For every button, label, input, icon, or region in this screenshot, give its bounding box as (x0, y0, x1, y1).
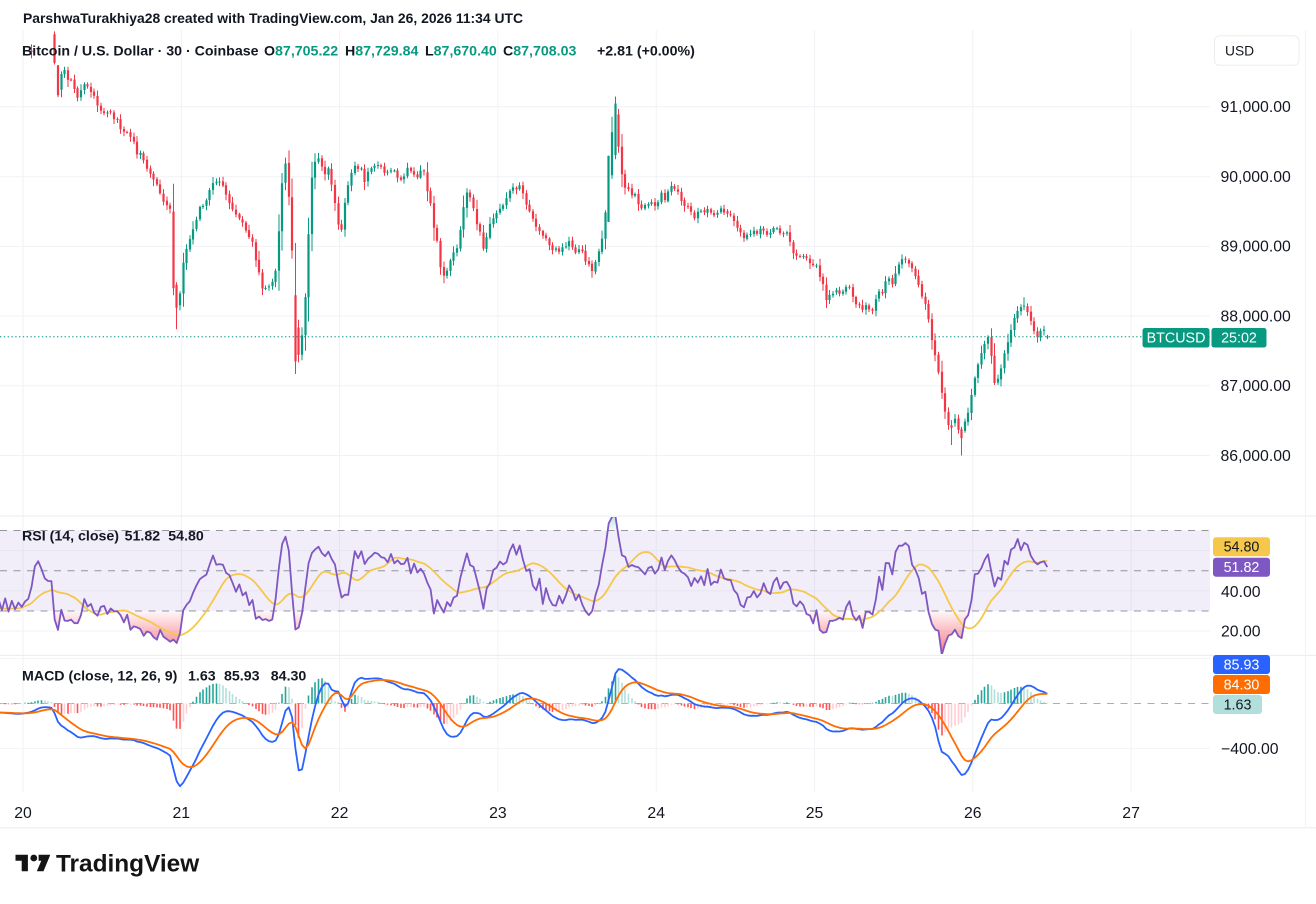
svg-text:27: 27 (1122, 805, 1140, 822)
svg-text:TradingView: TradingView (56, 850, 200, 877)
svg-text:1.63: 1.63 (1224, 697, 1252, 713)
svg-text:20.00: 20.00 (1221, 623, 1261, 640)
svg-text:O87,705.22: O87,705.22 (264, 44, 338, 60)
svg-text:84.30: 84.30 (1224, 677, 1260, 693)
svg-text:ParshwaTurakhiya28 created wit: ParshwaTurakhiya28 created with TradingV… (23, 10, 523, 26)
svg-text:25: 25 (806, 805, 824, 822)
svg-text:90,000.00: 90,000.00 (1221, 169, 1291, 186)
svg-text:+2.81 (+0.00%): +2.81 (+0.00%) (597, 44, 695, 60)
svg-text:26: 26 (964, 805, 982, 822)
svg-text:91,000.00: 91,000.00 (1221, 99, 1291, 116)
svg-text:51.82: 51.82 (1224, 560, 1260, 576)
svg-text:25:02: 25:02 (1221, 331, 1257, 347)
svg-text:85.93: 85.93 (224, 669, 260, 685)
svg-text:−400.00: −400.00 (1221, 741, 1279, 758)
svg-text:40.00: 40.00 (1221, 584, 1261, 601)
svg-text:87,000.00: 87,000.00 (1221, 378, 1291, 395)
svg-text:84.30: 84.30 (271, 669, 307, 685)
svg-text:85.93: 85.93 (1224, 657, 1260, 673)
svg-text:H87,729.84: H87,729.84 (345, 44, 418, 60)
svg-text:22: 22 (331, 805, 349, 822)
svg-text:89,000.00: 89,000.00 (1221, 239, 1291, 256)
svg-text:Bitcoin / U.S. Dollar · 30 · C: Bitcoin / U.S. Dollar · 30 · Coinbase (22, 44, 259, 60)
svg-text:20: 20 (14, 805, 32, 822)
svg-text:L87,670.40: L87,670.40 (425, 44, 497, 60)
svg-text:BTCUSD: BTCUSD (1147, 331, 1206, 347)
svg-text:24: 24 (647, 805, 665, 822)
svg-text:RSI (14, close): RSI (14, close) (22, 529, 119, 545)
svg-text:54.80: 54.80 (168, 529, 204, 545)
svg-text:USD: USD (1225, 44, 1254, 59)
svg-text:C87,708.03: C87,708.03 (503, 44, 576, 60)
svg-text:86,000.00: 86,000.00 (1221, 448, 1291, 465)
svg-text:54.80: 54.80 (1224, 540, 1260, 556)
svg-text:88,000.00: 88,000.00 (1221, 308, 1291, 325)
svg-text:51.82: 51.82 (125, 529, 161, 545)
svg-text:21: 21 (173, 805, 191, 822)
svg-text:MACD (close, 12, 26, 9): MACD (close, 12, 26, 9) (22, 669, 178, 685)
svg-text:23: 23 (489, 805, 507, 822)
svg-text:1.63: 1.63 (188, 669, 216, 685)
